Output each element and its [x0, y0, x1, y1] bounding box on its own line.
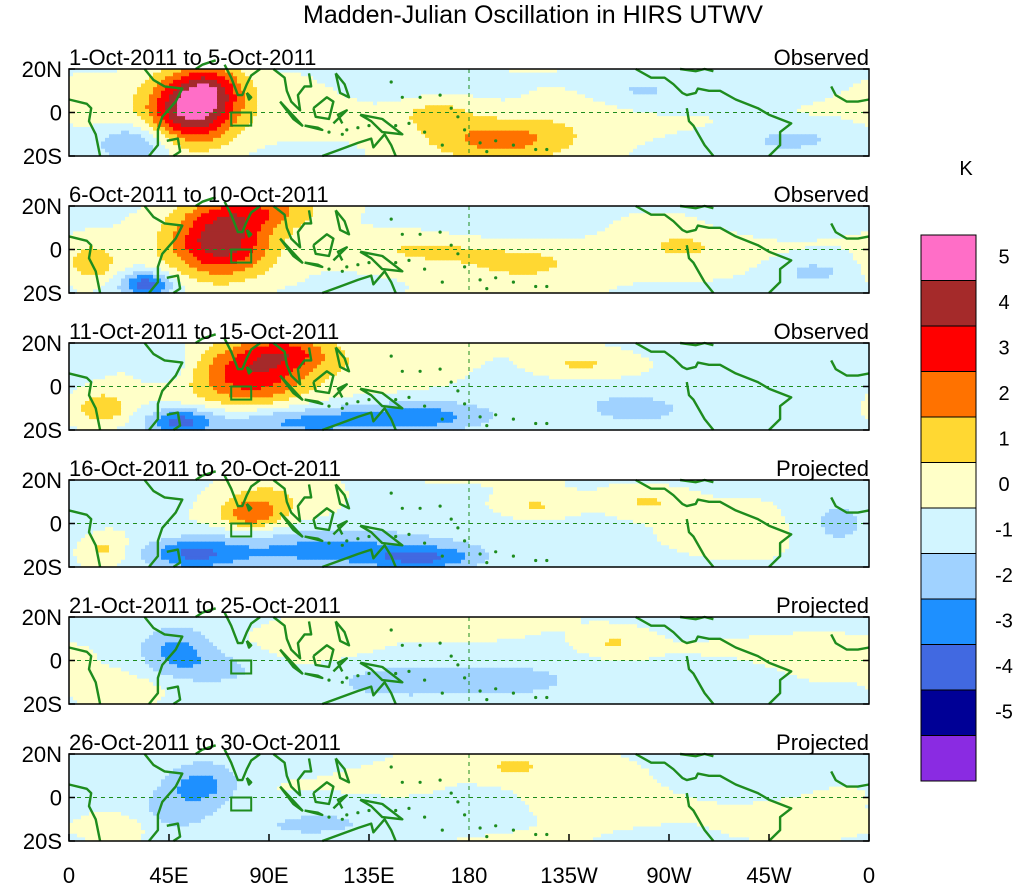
reference-box — [230, 385, 253, 401]
x-axis: 0 45E 90E 135E 180 135W 90W 45W 0 — [63, 834, 875, 887]
y-tick-label: 0 — [50, 512, 62, 537]
colorbar-level-label: -2 — [995, 565, 1013, 587]
colorbar-swatch — [920, 371, 977, 418]
panel-coastlines — [68, 196, 870, 295]
y-tick-label: 0 — [50, 238, 62, 263]
panel-date-range: 6-Oct-2011 to 10-Oct-2011 — [69, 182, 329, 207]
y-tick-label: 20N — [22, 331, 62, 356]
y-tick-label: 20S — [23, 555, 62, 580]
reference-box — [230, 111, 253, 127]
x-tick-label: 135W — [540, 863, 598, 887]
panel-date-range: 16-Oct-2011 to 20-Oct-2011 — [69, 456, 341, 481]
panel-date-range: 21-Oct-2011 to 25-Oct-2011 — [69, 593, 341, 618]
reference-box — [230, 522, 253, 538]
panel-status: Projected — [776, 456, 869, 481]
colorbar-level-label: -1 — [995, 520, 1013, 542]
y-tick-label: 0 — [50, 786, 62, 811]
y-tick-label: 20N — [22, 468, 62, 493]
y-tick-label: 20S — [23, 281, 62, 306]
colorbar-units-label: K — [959, 158, 973, 180]
colorbar-swatch — [920, 462, 977, 509]
panel-field — [69, 754, 870, 842]
y-tick-label: 20N — [22, 194, 62, 219]
panel-coastlines — [68, 607, 870, 706]
y-tick-label: 0 — [50, 101, 62, 126]
x-tick-label: 45E — [149, 863, 188, 887]
reference-box — [230, 248, 253, 264]
colorbar-swatch — [920, 280, 977, 327]
panel-5: 20N 0 20S 21-Oct-2011 to 25-Oct-2011 Project… — [22, 593, 870, 717]
x-tick-label: 135E — [343, 863, 394, 887]
panel-1: 20N 0 20S 1-Oct-2011 to 5-Oct-2011 Observed — [22, 45, 870, 169]
colorbar-level-label: 1 — [998, 429, 1009, 451]
colorbar: 5 4 3 2 1 0 -1 -2 -3 -4 -5 — [920, 234, 1013, 782]
panel-status: Observed — [774, 45, 869, 70]
colorbar-level-label: 3 — [998, 338, 1009, 360]
reference-box — [230, 796, 253, 812]
x-tick-label: 0 — [63, 863, 75, 887]
colorbar-level-label: 0 — [998, 474, 1009, 496]
y-tick-label: 20N — [22, 742, 62, 767]
panel-coastlines — [68, 333, 870, 432]
panel-6: 20N 0 20S 26-Oct-2011 to 30-Oct-2011 Project… — [22, 730, 870, 854]
panel-date-range: 26-Oct-2011 to 30-Oct-2011 — [69, 730, 341, 755]
y-tick-label: 0 — [50, 649, 62, 674]
panel-status: Projected — [776, 730, 869, 755]
panel-status: Projected — [776, 593, 869, 618]
colorbar-level-label: -3 — [995, 611, 1013, 633]
colorbar-level-label: 4 — [998, 292, 1009, 314]
chart-title: Madden-Julian Oscillation in HIRS UTWV — [303, 1, 763, 29]
x-tick-label: 90W — [646, 863, 691, 887]
panel-coastlines — [68, 744, 870, 843]
y-tick-label: 20S — [23, 692, 62, 717]
panel-coastlines — [68, 470, 870, 569]
colorbar-level-label: 5 — [998, 247, 1009, 269]
panel-status: Observed — [774, 319, 869, 344]
colorbar-swatch — [920, 644, 977, 691]
x-tick-label: 0 — [863, 863, 875, 887]
colorbar-level-label: -5 — [995, 702, 1013, 724]
colorbar-swatch — [920, 735, 977, 782]
y-tick-label: 0 — [50, 375, 62, 400]
reference-box — [230, 659, 253, 675]
colorbar-swatch — [920, 553, 977, 600]
colorbar-level-label: -4 — [995, 656, 1013, 678]
panel-2: 20N 0 20S 6-Oct-2011 to 10-Oct-2011 Observed — [22, 182, 870, 306]
x-tick-label: 180 — [451, 863, 488, 887]
colorbar-swatch — [920, 598, 977, 645]
colorbar-swatch — [920, 416, 977, 463]
colorbar-swatch — [920, 234, 977, 281]
x-tick-label: 90E — [249, 863, 288, 887]
panel-date-range: 1-Oct-2011 to 5-Oct-2011 — [69, 45, 316, 70]
panel-field — [69, 69, 870, 157]
panel-field — [69, 343, 870, 431]
x-tick-label: 45W — [746, 863, 791, 887]
y-tick-label: 20S — [23, 144, 62, 169]
colorbar-swatch — [920, 507, 977, 554]
panel-field — [69, 206, 870, 294]
panel-3: 20N 0 20S 11-Oct-2011 to 15-Oct-2011 Observe… — [22, 319, 870, 443]
y-tick-label: 20S — [23, 829, 62, 854]
colorbar-swatch — [920, 689, 977, 736]
panel-coastlines — [68, 59, 870, 158]
panel-4: 20N 0 20S 16-Oct-2011 to 20-Oct-2011 Project… — [22, 456, 870, 580]
panel-date-range: 11-Oct-2011 to 15-Oct-2011 — [69, 319, 339, 344]
colorbar-swatch — [920, 325, 977, 372]
y-tick-label: 20N — [22, 57, 62, 82]
colorbar-level-label: 2 — [998, 383, 1009, 405]
y-tick-label: 20N — [22, 605, 62, 630]
panel-status: Observed — [774, 182, 869, 207]
y-tick-label: 20S — [23, 418, 62, 443]
